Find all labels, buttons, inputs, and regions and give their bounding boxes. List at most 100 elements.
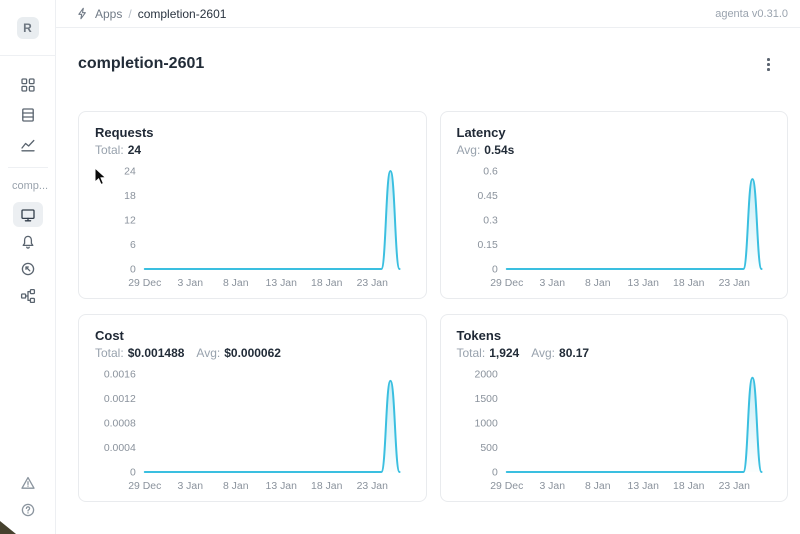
chart-title: Cost xyxy=(95,327,124,343)
breadcrumb: Apps / completion-2601 xyxy=(76,7,226,21)
bell-icon xyxy=(22,235,33,249)
kebab-icon xyxy=(767,58,770,61)
svg-text:29 Dec: 29 Dec xyxy=(490,278,523,289)
svg-text:13 Jan: 13 Jan xyxy=(627,481,659,492)
latency-card: Latency Avg: 0.54s 0 0.15 0.3 0.45 0.6 29 Dec 3… xyxy=(439,110,788,299)
top-bar: Apps / completion-2601 agenta v0.31.0 xyxy=(56,0,800,28)
bolt-icon xyxy=(76,7,89,20)
svg-text:18: 18 xyxy=(124,191,136,202)
sidebar-item-observability[interactable] xyxy=(13,256,43,281)
breadcrumb-current: completion-2601 xyxy=(137,6,227,21)
gauge-icon xyxy=(21,262,34,275)
svg-text:18 Jan: 18 Jan xyxy=(311,481,343,492)
svg-text:3 Jan: 3 Jan xyxy=(177,278,203,289)
svg-text:0.45: 0.45 xyxy=(477,191,498,202)
stat: Total: 24 xyxy=(95,142,142,157)
svg-text:0.3: 0.3 xyxy=(483,215,498,226)
svg-text:13 Jan: 13 Jan xyxy=(266,278,298,289)
cost-chart: 0 0.0004 0.0008 0.0012 0.0016 29 Dec 3 Jan 8 Ja… xyxy=(104,369,401,492)
requests-card: Requests Total: 24 0 6 12 18 24 29 Dec 3 Jan 8 J… xyxy=(78,110,427,299)
app-name-label: comp... xyxy=(12,180,49,192)
workspace-avatar[interactable]: R xyxy=(16,17,39,39)
sidebar-item-alerts[interactable] xyxy=(13,470,43,495)
svg-text:3 Jan: 3 Jan xyxy=(177,481,203,492)
svg-text:0: 0 xyxy=(130,467,136,478)
svg-text:23 Jan: 23 Jan xyxy=(357,481,389,492)
svg-text:500: 500 xyxy=(480,443,498,454)
title-row: completion-2601 xyxy=(56,28,800,111)
main-content: completion-2601 Requests Total: 24 0 6 12 18… xyxy=(56,28,800,534)
svg-text:18 Jan: 18 Jan xyxy=(311,278,343,289)
sidebar-item-registry[interactable] xyxy=(13,102,43,127)
svg-text:29 Dec: 29 Dec xyxy=(490,481,523,492)
grid-icon xyxy=(20,77,35,92)
svg-text:23 Jan: 23 Jan xyxy=(357,278,389,289)
svg-text:0: 0 xyxy=(491,467,497,478)
chart-stats: Total: $0.001488 Avg: $0.000062 xyxy=(95,346,410,361)
breadcrumb-separator: / xyxy=(128,6,132,21)
svg-text:6: 6 xyxy=(130,240,136,251)
svg-text:0: 0 xyxy=(491,264,497,275)
chart-title: Latency xyxy=(456,124,506,140)
sidebar-nav-top xyxy=(13,72,43,157)
tree-icon xyxy=(20,288,35,303)
svg-text:0.0008: 0.0008 xyxy=(104,418,136,429)
stat: Avg: 0.54s xyxy=(456,142,515,157)
sidebar-item-help[interactable] xyxy=(13,497,43,522)
line-chart-icon xyxy=(20,139,35,151)
sidebar-item-overview[interactable] xyxy=(12,202,43,227)
latency-chart: 0 0.15 0.3 0.45 0.6 29 Dec 3 Jan 8 Jan 13 Jan 18 … xyxy=(477,166,763,289)
stat: Avg: $0.000062 xyxy=(196,345,281,360)
svg-text:23 Jan: 23 Jan xyxy=(718,278,750,289)
sidebar: R comp... xyxy=(0,0,56,534)
tokens-chart: 0 500 1000 1500 2000 29 Dec 3 Jan 8 Jan 13 Jan 18… xyxy=(474,369,763,492)
svg-text:13 Jan: 13 Jan xyxy=(627,278,659,289)
chart-stats: Avg: 0.54s xyxy=(457,143,772,158)
svg-text:24: 24 xyxy=(124,166,136,177)
help-icon xyxy=(21,503,34,516)
svg-text:0.0012: 0.0012 xyxy=(104,394,136,405)
svg-text:8 Jan: 8 Jan xyxy=(584,278,610,289)
stat: Total: 1,924 xyxy=(456,345,520,360)
svg-text:0.0004: 0.0004 xyxy=(104,443,136,454)
chart-title: Tokens xyxy=(456,327,502,343)
svg-text:0.15: 0.15 xyxy=(477,240,498,251)
svg-text:18 Jan: 18 Jan xyxy=(673,278,705,289)
svg-text:2000: 2000 xyxy=(474,369,497,380)
sidebar-item-traces[interactable] xyxy=(13,283,43,308)
svg-text:0.0016: 0.0016 xyxy=(104,369,136,380)
metric-cards-grid: Requests Total: 24 0 6 12 18 24 29 Dec 3 Jan 8 J… xyxy=(56,110,800,502)
requests-chart: 0 6 12 18 24 29 Dec 3 Jan 8 Jan 13 Jan 18 Jan 23 J… xyxy=(124,166,401,289)
svg-text:1500: 1500 xyxy=(474,394,497,405)
cost-card: Cost Total: $0.001488 Avg: $0.000062 0 0.000… xyxy=(78,313,427,502)
svg-text:8 Jan: 8 Jan xyxy=(584,481,610,492)
svg-text:13 Jan: 13 Jan xyxy=(266,481,298,492)
more-options-button[interactable] xyxy=(763,54,774,75)
sidebar-item-analytics[interactable] xyxy=(13,132,43,157)
svg-text:0: 0 xyxy=(130,264,136,275)
breadcrumb-apps-link[interactable]: Apps xyxy=(95,6,123,21)
svg-text:0.6: 0.6 xyxy=(483,166,498,177)
corner-artifact xyxy=(0,521,16,534)
chart-stats: Total: 24 xyxy=(95,143,410,158)
svg-text:3 Jan: 3 Jan xyxy=(539,278,565,289)
svg-text:23 Jan: 23 Jan xyxy=(718,481,750,492)
svg-text:1000: 1000 xyxy=(474,418,497,429)
svg-text:8 Jan: 8 Jan xyxy=(223,278,249,289)
sidebar-divider xyxy=(0,55,56,56)
stat: Avg: 80.17 xyxy=(531,345,590,360)
sidebar-nav-app xyxy=(12,202,43,308)
chart-title: Requests xyxy=(95,124,154,140)
sidebar-item-notifications[interactable] xyxy=(13,229,43,254)
monitor-icon xyxy=(20,208,35,221)
sidebar-nav-bottom xyxy=(13,470,43,522)
warning-triangle-icon xyxy=(20,476,35,489)
sidebar-section-divider xyxy=(7,167,48,168)
chart-stats: Total: 1,924 Avg: 80.17 xyxy=(457,346,772,361)
svg-text:29 Dec: 29 Dec xyxy=(128,481,161,492)
rows-icon xyxy=(21,107,34,122)
sidebar-item-apps[interactable] xyxy=(13,72,43,97)
stat: Total: $0.001488 xyxy=(95,345,185,360)
version-label: agenta v0.31.0 xyxy=(715,7,788,20)
page-title: completion-2601 xyxy=(78,55,205,73)
